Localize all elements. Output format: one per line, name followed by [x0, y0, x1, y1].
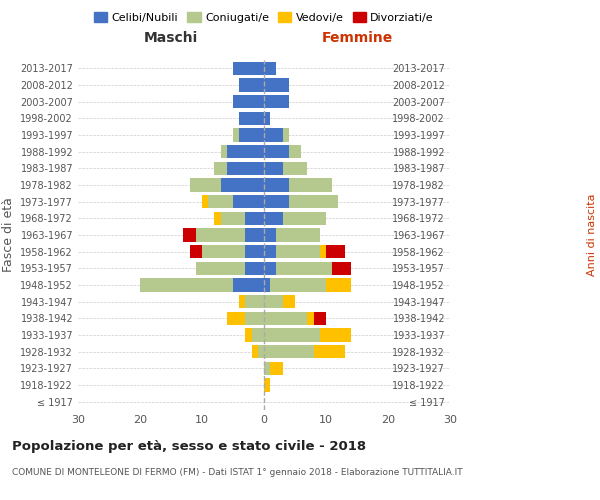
Bar [283, 212, 326, 225]
Bar [320, 245, 326, 258]
Y-axis label: Fasce di età: Fasce di età [2, 198, 15, 272]
Bar [245, 228, 264, 241]
Text: Popolazione per età, sesso e stato civile - 2018: Popolazione per età, sesso e stato civil… [12, 440, 366, 453]
Bar [314, 312, 326, 325]
Bar [221, 178, 264, 192]
Bar [264, 228, 277, 241]
Bar [251, 328, 264, 342]
Bar [289, 145, 301, 158]
Bar [277, 262, 332, 275]
Bar [264, 345, 314, 358]
Bar [214, 212, 221, 225]
Bar [227, 312, 245, 325]
Bar [190, 178, 221, 192]
Bar [196, 228, 245, 241]
Bar [214, 162, 227, 175]
Bar [245, 245, 264, 258]
Bar [264, 212, 283, 225]
Bar [233, 95, 264, 108]
Bar [202, 245, 245, 258]
Bar [264, 378, 270, 392]
Bar [264, 95, 289, 108]
Bar [307, 312, 314, 325]
Bar [233, 278, 264, 291]
Bar [264, 195, 289, 208]
Text: COMUNE DI MONTELEONE DI FERMO (FM) - Dati ISTAT 1° gennaio 2018 - Elaborazione T: COMUNE DI MONTELEONE DI FERMO (FM) - Dat… [12, 468, 463, 477]
Bar [239, 112, 264, 125]
Bar [264, 162, 283, 175]
Bar [326, 245, 344, 258]
Bar [258, 345, 264, 358]
Bar [140, 278, 233, 291]
Bar [233, 128, 239, 141]
Bar [190, 245, 202, 258]
Bar [251, 345, 258, 358]
Bar [245, 328, 251, 342]
Bar [283, 128, 289, 141]
Bar [264, 245, 277, 258]
Bar [221, 212, 245, 225]
Bar [221, 145, 227, 158]
Bar [233, 62, 264, 75]
Bar [264, 145, 289, 158]
Bar [332, 262, 351, 275]
Bar [184, 228, 196, 241]
Bar [289, 178, 332, 192]
Bar [245, 262, 264, 275]
Text: Anni di nascita: Anni di nascita [587, 194, 597, 276]
Bar [277, 228, 320, 241]
Text: Maschi: Maschi [144, 31, 198, 45]
Bar [227, 145, 264, 158]
Bar [264, 312, 307, 325]
Bar [270, 362, 283, 375]
Bar [270, 278, 326, 291]
Legend: Celibi/Nubili, Coniugati/e, Vedovi/e, Divorziati/e: Celibi/Nubili, Coniugati/e, Vedovi/e, Di… [89, 8, 439, 28]
Bar [245, 312, 264, 325]
Bar [264, 112, 270, 125]
Bar [264, 78, 289, 92]
Bar [264, 328, 320, 342]
Bar [289, 195, 338, 208]
Bar [233, 195, 264, 208]
Bar [283, 295, 295, 308]
Bar [314, 345, 344, 358]
Bar [227, 162, 264, 175]
Bar [264, 362, 270, 375]
Bar [283, 162, 307, 175]
Bar [264, 128, 283, 141]
Text: Femmine: Femmine [322, 31, 392, 45]
Bar [326, 278, 351, 291]
Bar [202, 195, 208, 208]
Bar [264, 178, 289, 192]
Bar [208, 195, 233, 208]
Bar [264, 62, 277, 75]
Bar [196, 262, 245, 275]
Bar [239, 128, 264, 141]
Bar [264, 295, 283, 308]
Bar [239, 295, 245, 308]
Bar [264, 262, 277, 275]
Bar [239, 78, 264, 92]
Bar [245, 295, 264, 308]
Bar [264, 278, 270, 291]
Bar [245, 212, 264, 225]
Bar [320, 328, 351, 342]
Bar [277, 245, 320, 258]
